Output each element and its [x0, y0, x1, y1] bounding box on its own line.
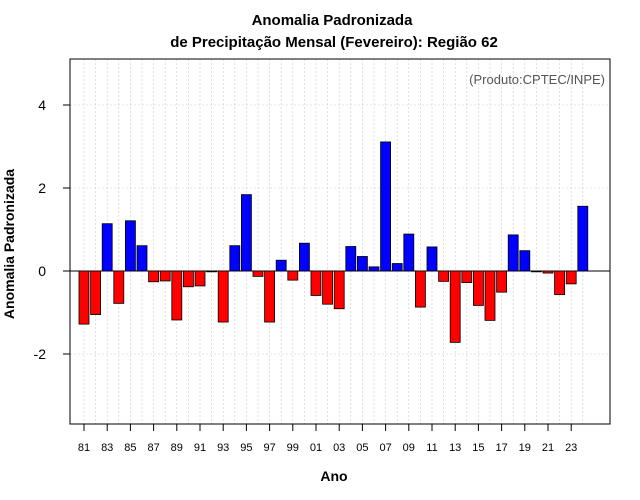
bar-2016	[484, 270, 496, 321]
bar-2000	[298, 242, 310, 272]
bar-1996	[252, 270, 264, 277]
x-tick-label: 85	[124, 442, 136, 454]
x-tick-label: 97	[263, 442, 275, 454]
bar-2022	[554, 270, 565, 296]
bars	[78, 141, 589, 343]
x-tick-label: 15	[472, 442, 484, 454]
bar-2005	[356, 256, 368, 272]
x-tick-label: 87	[147, 442, 159, 454]
bar-1990	[182, 270, 194, 288]
bar-1991	[194, 270, 206, 287]
bar-1997	[264, 270, 276, 323]
bar-2003	[333, 270, 345, 310]
bar-2019	[519, 250, 531, 272]
bar-2013	[449, 270, 461, 343]
bar-1982	[90, 270, 101, 315]
bar-2018	[507, 234, 519, 272]
bar-2020	[531, 270, 542, 273]
y-tick-label: 4	[38, 97, 46, 113]
y-tick-label: 2	[38, 180, 46, 196]
bar-2010	[414, 270, 426, 308]
x-tick-label: 99	[287, 442, 299, 454]
bar-2014	[461, 270, 473, 284]
bar-1999	[287, 270, 299, 281]
x-tick-label: 89	[171, 442, 183, 454]
bar-1986	[136, 245, 148, 272]
x-tick-label: 03	[333, 442, 345, 454]
x-axis: 81 83 85 87 89 91 93 95 97 99 01 03 05 07 09 11 13 15 17 19…	[78, 424, 577, 454]
bar-1983	[101, 223, 113, 272]
x-tick-label: 95	[240, 442, 252, 454]
x-tick-label: 09	[403, 442, 415, 454]
bar-1985	[125, 220, 136, 272]
bar-2024	[577, 205, 589, 272]
bar-2012	[438, 270, 450, 282]
y-tick-label: 0	[38, 263, 46, 279]
bar-1998	[275, 259, 287, 272]
chart-subtitle: de Precipitação Mensal (Fevereiro): Regi…	[170, 34, 498, 51]
bar-2023	[565, 270, 577, 285]
chart-title: Anomalia Padronizada	[252, 12, 414, 29]
x-tick-label: 91	[194, 442, 206, 454]
bar-1984	[113, 270, 125, 304]
bar-1994	[229, 245, 241, 272]
bar-2004	[345, 246, 357, 272]
bar-2008	[391, 263, 403, 272]
x-tick-label: 21	[542, 442, 554, 454]
bar-2006	[368, 266, 380, 272]
x-tick-label: 05	[356, 442, 368, 454]
x-tick-label: 07	[379, 442, 391, 454]
bar-2015	[472, 270, 484, 306]
x-tick-label: 01	[310, 442, 322, 454]
bar-1988	[159, 270, 171, 282]
x-tick-label: 23	[565, 442, 577, 454]
x-tick-label: 81	[78, 442, 90, 454]
bar-2021	[542, 270, 554, 274]
bar-2001	[310, 270, 322, 296]
bar-1993	[217, 270, 229, 323]
bar-1987	[148, 270, 160, 283]
bar-1981	[78, 270, 90, 325]
bar-2017	[496, 270, 508, 293]
bar-2009	[403, 233, 415, 272]
x-tick-label: 11	[426, 442, 437, 454]
bar-2011	[426, 246, 438, 272]
grid-lines	[70, 59, 610, 424]
x-tick-label: 93	[217, 442, 229, 454]
y-axis: -2 0 2 4	[34, 97, 70, 362]
plot-frame	[69, 58, 611, 425]
y-axis-title: Anomalia Padronizada	[1, 169, 17, 319]
bar-2007	[380, 141, 392, 272]
bar-1992	[206, 270, 218, 273]
x-tick-label: 83	[101, 442, 113, 454]
bar-2002	[322, 270, 334, 305]
bar-1989	[171, 270, 183, 321]
bar-1995	[240, 194, 252, 272]
x-tick-label: 17	[495, 442, 507, 454]
x-axis-title: Ano	[320, 468, 347, 484]
y-tick-label: -2	[34, 346, 47, 362]
x-tick-label: 19	[519, 442, 531, 454]
credit-annotation: (Produto:CPTEC/INPE)	[469, 72, 605, 87]
x-tick-label: 13	[449, 442, 461, 454]
